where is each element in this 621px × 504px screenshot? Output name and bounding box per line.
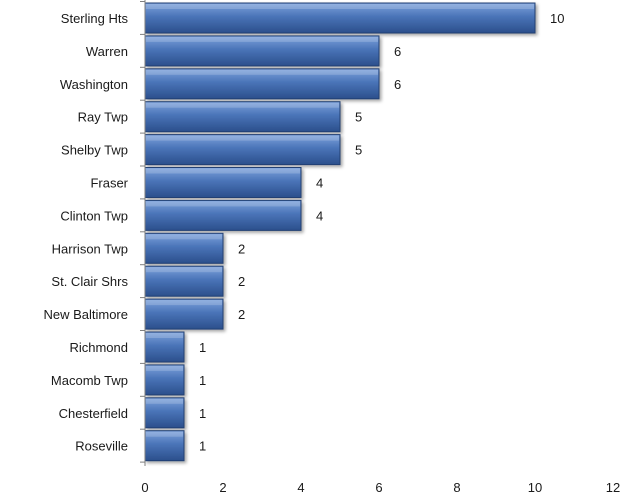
category-label: Warren: [86, 44, 128, 59]
bar-highlight: [146, 300, 222, 306]
category-label: Shelby Twp: [61, 143, 128, 158]
bar-warren: [144, 35, 380, 67]
category-label: Ray Twp: [78, 110, 128, 125]
bar-sterling-hts: [144, 2, 536, 34]
bars-layer: [144, 2, 536, 462]
bar-richmond: [144, 331, 185, 363]
data-label: 4: [316, 208, 323, 223]
bar-highlight: [146, 234, 222, 240]
category-label: Harrison Twp: [52, 241, 128, 256]
bar-ray-twp: [144, 101, 341, 133]
bar-roseville: [144, 430, 185, 462]
x-tick-label: 2: [219, 480, 226, 495]
bar-highlight: [146, 168, 300, 174]
x-tick-label: 4: [297, 480, 304, 495]
x-tick-label: 10: [528, 480, 542, 495]
data-label: 1: [199, 340, 206, 355]
bar-highlight: [146, 267, 222, 273]
category-label: Sterling Hts: [61, 11, 129, 26]
category-label: Richmond: [69, 340, 128, 355]
bar-shelby-twp: [144, 134, 341, 166]
category-label: St. Clair Shrs: [51, 274, 128, 289]
bar-new-baltimore: [144, 298, 224, 330]
bar-washington: [144, 68, 380, 100]
data-label: 1: [199, 439, 206, 454]
x-tick-label: 8: [453, 480, 460, 495]
data-label: 6: [394, 44, 401, 59]
data-label: 2: [238, 274, 245, 289]
data-label: 4: [316, 176, 323, 191]
x-tick-label: 6: [375, 480, 382, 495]
x-tick-label: 12: [606, 480, 620, 495]
bar-highlight: [146, 398, 183, 404]
bar-highlight: [146, 4, 534, 9]
category-label: Fraser: [90, 176, 128, 191]
category-label: New Baltimore: [43, 307, 128, 322]
bar-macomb-twp: [144, 364, 185, 396]
data-label: 5: [355, 143, 362, 158]
data-label: 2: [238, 307, 245, 322]
bar-highlight: [146, 365, 183, 371]
bar-highlight: [146, 431, 183, 437]
bar-highlight: [146, 201, 300, 207]
bar-highlight: [146, 36, 378, 42]
bar-highlight: [146, 102, 339, 108]
data-label: 5: [355, 110, 362, 125]
data-label: 1: [199, 373, 206, 388]
category-label: Chesterfield: [59, 406, 128, 421]
axis-layer: [140, 0, 146, 466]
category-label: Clinton Twp: [60, 208, 128, 223]
data-label: 2: [238, 241, 245, 256]
bar-chesterfield: [144, 397, 185, 429]
bar-clinton-twp: [144, 199, 302, 231]
bar-highlight: [146, 69, 378, 75]
x-tick-label: 0: [141, 480, 148, 495]
data-label: 10: [550, 11, 564, 26]
bar-highlight: [146, 333, 183, 338]
category-label: Roseville: [75, 439, 128, 454]
data-label: 1: [199, 406, 206, 421]
category-label: Macomb Twp: [51, 373, 128, 388]
category-label: Washington: [60, 77, 128, 92]
data-label: 6: [394, 77, 401, 92]
bar-highlight: [146, 135, 339, 141]
